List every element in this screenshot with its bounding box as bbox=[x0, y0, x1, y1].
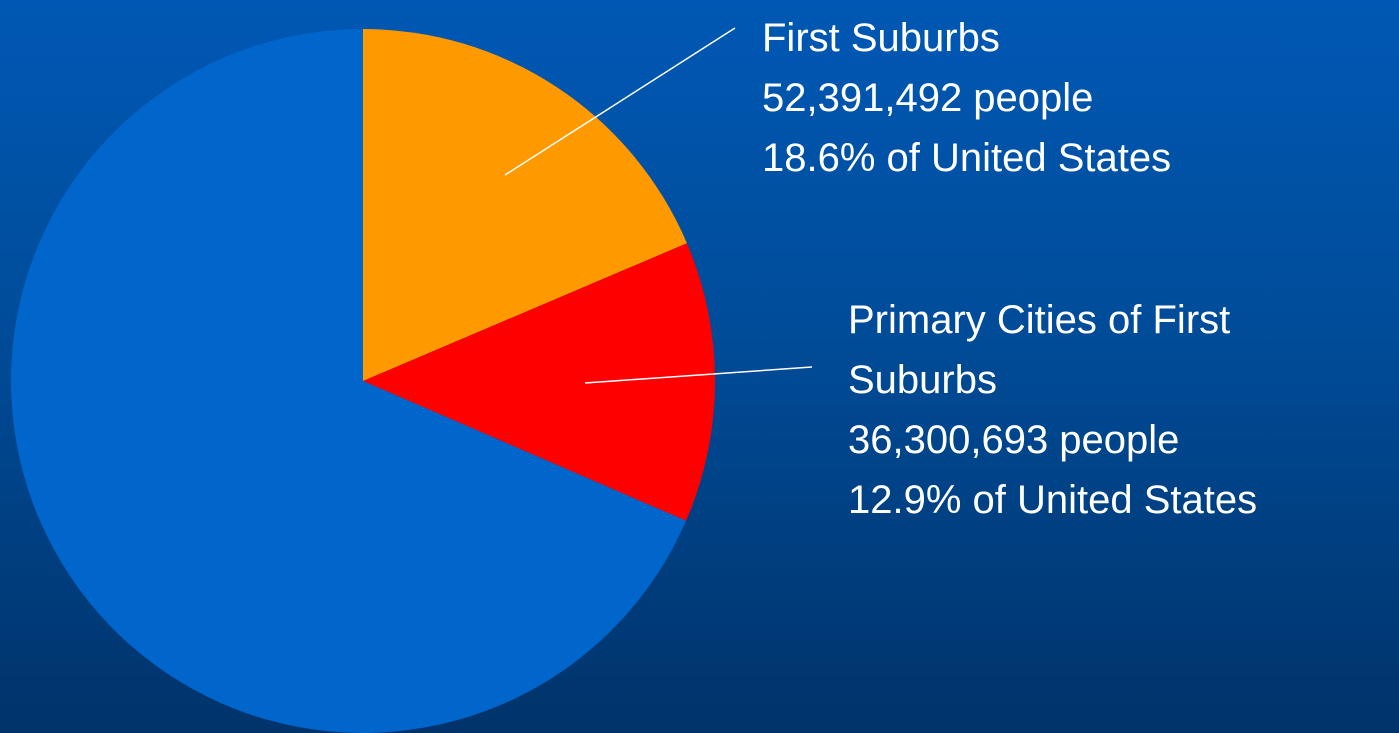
pie-slice bbox=[363, 243, 716, 521]
pie-slice bbox=[363, 29, 687, 381]
pie bbox=[11, 29, 716, 733]
value-label: 18.6% of United States bbox=[762, 136, 1172, 180]
population-label: 36,300,693 people bbox=[848, 418, 1180, 462]
pie-slice bbox=[11, 29, 687, 733]
value-label: 12.9% of United States bbox=[848, 478, 1258, 522]
leader-line bbox=[504, 27, 736, 176]
leader-line bbox=[584, 366, 813, 384]
slice-label: Primary Cities of First Suburbs 36,300,6… bbox=[848, 290, 1378, 530]
category-label: Primary Cities of First Suburbs bbox=[848, 298, 1231, 402]
slice-label: First Suburbs 52,391,492 people 18.6% of… bbox=[762, 8, 1382, 188]
category-label: First Suburbs bbox=[762, 16, 1000, 60]
population-label: 52,391,492 people bbox=[762, 76, 1094, 120]
